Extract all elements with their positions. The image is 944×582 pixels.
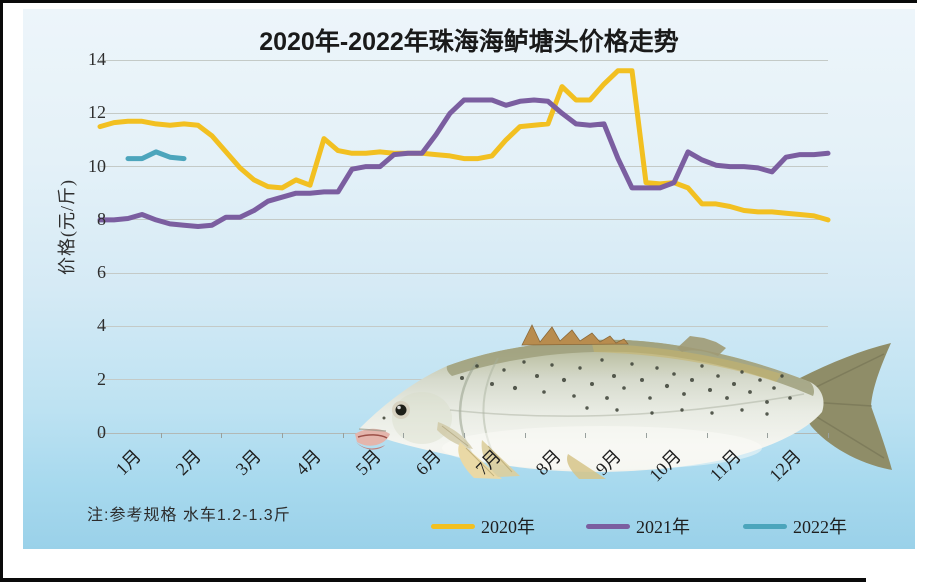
axis-tick-mark xyxy=(767,433,769,438)
y-tick-label: 12 xyxy=(88,102,106,123)
series-line-2021年 xyxy=(97,97,831,229)
y-tick-label: 14 xyxy=(88,49,106,69)
axis-tick-mark xyxy=(646,433,647,438)
axis-tick-mark xyxy=(403,433,405,438)
x-tick-label: 4月 xyxy=(291,445,325,480)
y-tick-label: 10 xyxy=(88,155,106,176)
legend-item-2020: 2020年 xyxy=(431,513,535,539)
axis-tick-mark xyxy=(100,433,101,438)
screenshot-border-top xyxy=(0,0,917,3)
spec-note: 注:参考规格 水车1.2-1.3斤 xyxy=(87,507,291,524)
axis-tick-mark xyxy=(585,433,587,438)
axis-tick-mark xyxy=(706,433,708,438)
series-line-2022年 xyxy=(125,149,187,162)
series-line-2020年 xyxy=(97,68,831,223)
axis-tick-mark xyxy=(524,433,526,438)
axis-tick-mark xyxy=(464,433,465,438)
gridline xyxy=(100,272,828,274)
legend-swatch-2022 xyxy=(743,523,787,529)
legend-swatch-2021 xyxy=(586,523,630,529)
fish-spots xyxy=(460,358,792,416)
x-tick-label: 3月 xyxy=(231,445,265,480)
plot-area xyxy=(97,59,831,434)
axis-tick-mark xyxy=(342,433,344,438)
screenshot-border-left xyxy=(0,0,3,582)
legend-label-2020: 2020年 xyxy=(481,517,535,537)
legend-swatch-2020 xyxy=(431,523,475,529)
chart-title: 2020年-2022年珠海海鲈塘头价格走势 xyxy=(259,28,679,56)
x-tick-label: 2月 xyxy=(171,445,205,480)
y-tick-label: 8 xyxy=(97,208,106,229)
legend-item-2021: 2021年 xyxy=(586,513,690,539)
legend-label-2022: 2022年 xyxy=(793,517,847,537)
axis-tick-mark xyxy=(221,433,223,438)
legend-item-2022: 2022年 xyxy=(743,513,847,539)
gridline xyxy=(100,325,828,327)
gridline xyxy=(100,59,828,61)
y-tick-label: 4 xyxy=(97,315,106,336)
x-tick-label: 1月 xyxy=(111,445,145,480)
gridline xyxy=(100,112,828,114)
axis-tick-mark xyxy=(828,433,829,438)
y-tick-label: 0 xyxy=(97,422,106,442)
screenshot-border-bottom xyxy=(0,578,866,582)
axis-tick-mark xyxy=(282,433,283,438)
legend-label-2021: 2021年 xyxy=(636,517,690,537)
y-tick-label: 6 xyxy=(97,262,106,283)
gridline xyxy=(100,219,828,221)
price-lines-svg xyxy=(97,68,831,229)
gridline xyxy=(100,166,828,168)
y-tick-label: 2 xyxy=(97,368,106,389)
sea-bass-photo xyxy=(355,324,892,479)
chart-slide: 2020年-2022年珠海海鲈塘头价格走势 价格(元/斤) 0 2 4 6 8 10 12 1… xyxy=(23,9,915,549)
axis-tick-mark xyxy=(160,433,162,438)
